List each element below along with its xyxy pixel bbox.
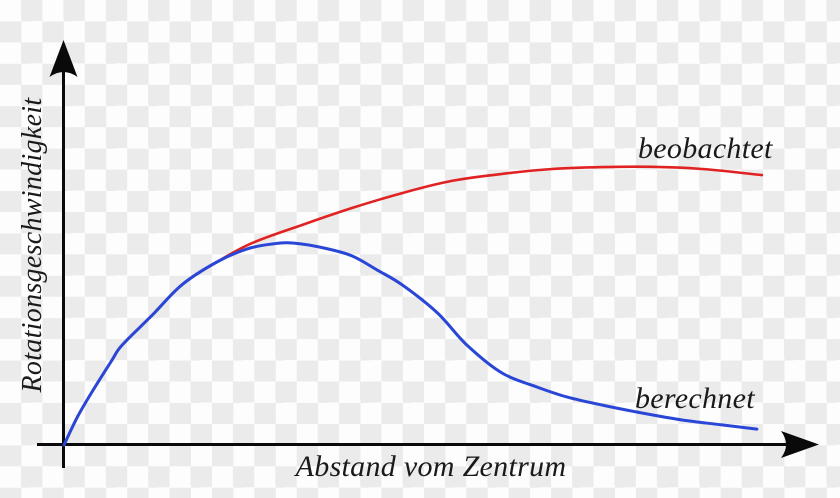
y-axis-label: Rotationsgeschwindigkeit — [17, 97, 48, 393]
curve-label-berechnet: berechnet — [635, 382, 755, 415]
x-axis-arrowhead-icon — [781, 431, 819, 458]
axes — [37, 40, 819, 468]
curve-label-beobachtet: beobachtet — [638, 132, 773, 165]
x-axis-label: Abstand vom Zentrum — [295, 450, 567, 483]
y-axis-arrowhead-icon — [49, 40, 78, 77]
curve-berechnet — [62, 241, 759, 447]
